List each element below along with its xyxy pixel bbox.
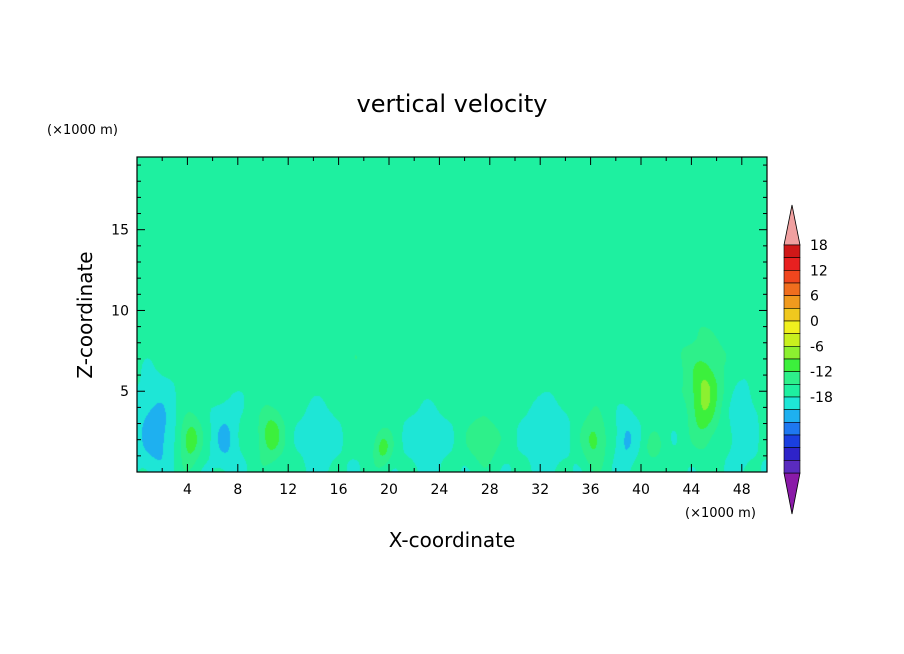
y-axis-unit: (×1000 m) <box>47 123 118 138</box>
y-axis-title: Z-coordinate <box>73 251 97 378</box>
x-tick-label: 16 <box>330 482 348 498</box>
colorbar-segment <box>783 295 801 309</box>
colorbar-label: 18 <box>810 238 828 254</box>
y-tick-label: 5 <box>120 384 129 400</box>
colorbar-segment <box>783 358 801 372</box>
heatmap-field <box>137 157 767 472</box>
colorbar-segment <box>783 409 801 423</box>
x-tick-label: 4 <box>183 482 192 498</box>
x-tick-label: 12 <box>279 482 297 498</box>
colorbar-segment <box>783 282 801 296</box>
x-tick-label: 20 <box>380 482 398 498</box>
colorbar-segment <box>783 396 801 410</box>
colorbar-segment <box>783 244 801 258</box>
colorbar-segment <box>783 371 801 385</box>
y-axis-ticks: 5 10 15 <box>111 164 767 457</box>
colorbar-segment <box>783 308 801 322</box>
colorbar: 18 12 6 0 -6 -12 -18 <box>783 204 833 515</box>
x-tick-label: 36 <box>582 482 600 498</box>
colorbar-label: 12 <box>810 263 828 279</box>
chart-title: vertical velocity <box>357 90 548 118</box>
colorbar-segment <box>783 384 801 398</box>
colorbar-label: -6 <box>810 339 824 355</box>
y-tick-label: 15 <box>111 223 129 239</box>
x-axis-ticks: 4 8 12 16 20 24 28 32 36 40 44 48 <box>161 157 768 498</box>
colorbar-segment <box>783 257 801 271</box>
x-tick-label: 32 <box>531 482 549 498</box>
colorbar-segment <box>783 447 801 461</box>
colorbar-segment <box>783 346 801 360</box>
colorbar-segment <box>783 333 801 347</box>
colorbar-label: 6 <box>810 289 819 305</box>
colorbar-segment <box>783 422 801 436</box>
colorbar-top-arrow <box>783 204 801 246</box>
x-tick-label: 48 <box>733 482 751 498</box>
x-tick-label: 8 <box>233 482 242 498</box>
x-tick-label: 24 <box>430 482 448 498</box>
x-tick-label: 44 <box>682 482 700 498</box>
colorbar-segment <box>783 270 801 284</box>
colorbar-label: -12 <box>810 365 833 381</box>
colorbar-segment <box>783 320 801 334</box>
colorbar-segment <box>783 434 801 448</box>
x-axis-unit: (×1000 m) <box>685 506 756 521</box>
y-tick-label: 10 <box>111 303 129 319</box>
x-tick-label: 28 <box>481 482 499 498</box>
colorbar-label: -18 <box>810 390 833 406</box>
plot-frame <box>136 156 768 473</box>
colorbar-label: 0 <box>810 314 819 330</box>
colorbar-segment <box>783 460 801 474</box>
x-axis-title: X-coordinate <box>389 528 516 552</box>
colorbar-bottom-arrow <box>783 472 801 515</box>
x-tick-label: 40 <box>632 482 650 498</box>
